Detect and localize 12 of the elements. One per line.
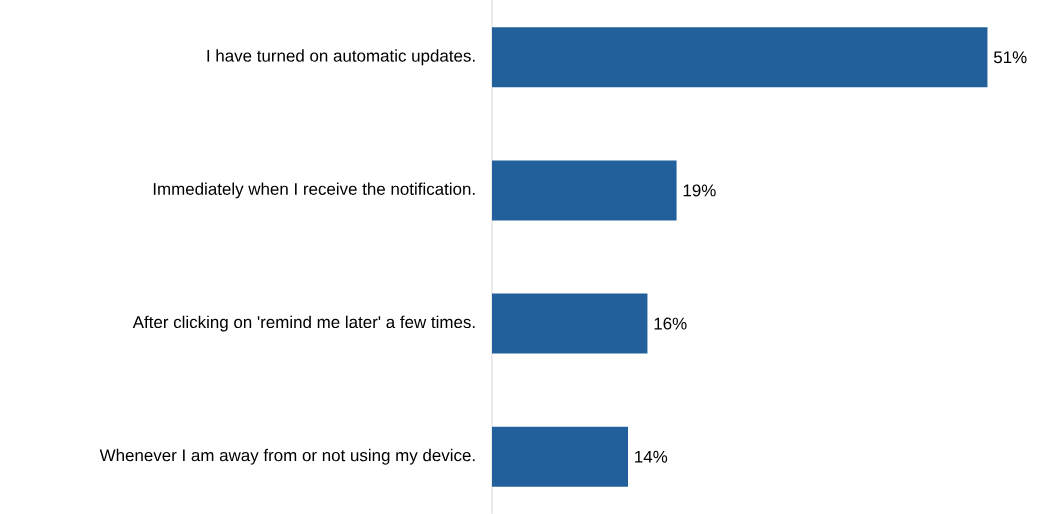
y-tick-label: Whenever I am away from or not using my device. xyxy=(99,448,475,465)
data-label: 14% xyxy=(635,450,668,463)
bar xyxy=(491,426,628,487)
data-label: 51% xyxy=(993,51,1027,64)
bar xyxy=(491,160,677,221)
bar xyxy=(491,293,648,354)
data-label: 19% xyxy=(683,184,716,197)
y-tick-label: After clicking on 'remind me later' a few times. xyxy=(132,315,475,332)
data-label: 16% xyxy=(654,317,687,330)
bar xyxy=(491,27,988,88)
y-tick-label: I have turned on automatic updates. xyxy=(207,49,475,66)
y-tick-label: Immediately when I receive the notification. xyxy=(153,182,475,199)
